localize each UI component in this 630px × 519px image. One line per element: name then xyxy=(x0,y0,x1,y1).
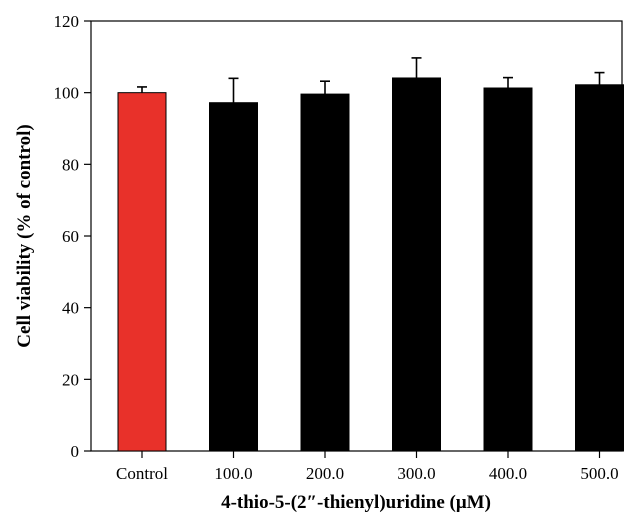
y-tick-label: 60 xyxy=(62,227,79,246)
bar-200-0 xyxy=(300,93,350,452)
bar-series xyxy=(117,77,624,452)
y-tick-label: 100 xyxy=(54,84,80,103)
bar-100-0 xyxy=(209,102,258,452)
x-tick-label: 300.0 xyxy=(397,464,435,483)
y-axis-title: Cell viability (% of control) xyxy=(14,124,35,347)
x-tick-label: 100.0 xyxy=(214,464,252,483)
y-axis: 0 20 40 60 80 100 120 xyxy=(54,12,91,461)
y-tick-label: 20 xyxy=(62,370,79,389)
bar-400-0 xyxy=(483,87,533,452)
plot-frame xyxy=(90,20,623,452)
x-axis: Control 100.0 200.0 300.0 400.0 500.0 xyxy=(116,451,619,483)
y-tick-label: 120 xyxy=(54,12,80,31)
x-tick-label: 400.0 xyxy=(489,464,527,483)
y-tick-label: 40 xyxy=(62,299,79,318)
bar-control xyxy=(117,92,167,452)
bar-300-0 xyxy=(392,77,441,452)
x-axis-title: 4-thio-5-(2″-thienyl)uridine (μM) xyxy=(221,492,491,513)
x-tick-label: 500.0 xyxy=(580,464,618,483)
bar-500-0 xyxy=(575,84,624,452)
y-tick-label: 0 xyxy=(71,442,80,461)
error-bar-series xyxy=(137,57,605,103)
x-tick-label: Control xyxy=(116,464,168,483)
x-tick-label: 200.0 xyxy=(306,464,344,483)
y-tick-label: 80 xyxy=(62,155,79,174)
